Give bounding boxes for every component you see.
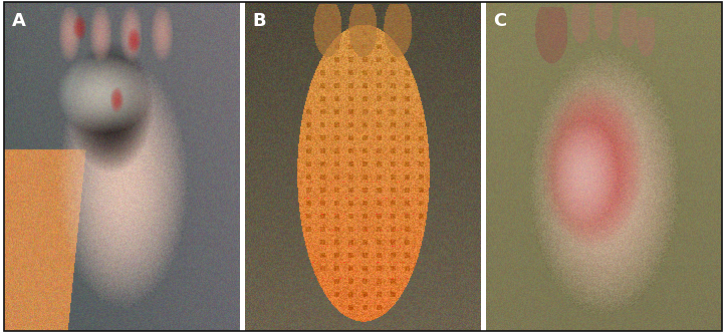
Text: B: B — [252, 12, 266, 30]
Text: C: C — [493, 12, 506, 30]
Text: A: A — [12, 12, 25, 30]
